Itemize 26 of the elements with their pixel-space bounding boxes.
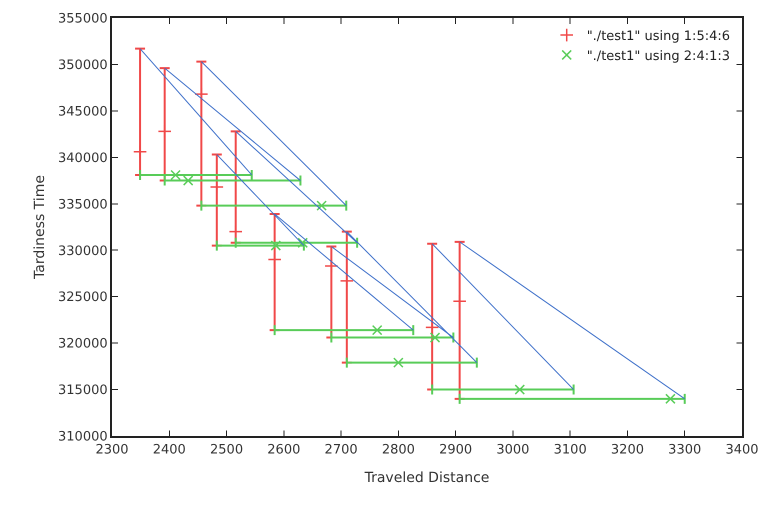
x-tick-label: 2300 (95, 442, 129, 458)
legend-label: "./test1" using 1:5:4:6 (586, 29, 730, 44)
x-tick-label: 3200 (610, 442, 644, 458)
x-tick-label: 2400 (152, 442, 186, 458)
x-tick-label: 2700 (324, 442, 358, 458)
x-tick-label: 3100 (554, 442, 587, 458)
x-tick-label: 2600 (267, 442, 300, 458)
x-tick-label: 3000 (496, 442, 530, 458)
legend-label: "./test1" using 2:4:1:3 (586, 49, 730, 64)
y-tick-label: 345000 (58, 104, 108, 120)
y-axis-title: Tardiness Time (32, 175, 48, 280)
y-tick-label: 310000 (58, 430, 108, 445)
y-tick-label: 325000 (58, 290, 108, 306)
y-tick-label: 335000 (58, 197, 108, 212)
y-tick-label: 315000 (58, 383, 108, 398)
x-axis-title: Traveled Distance (364, 470, 490, 486)
x-tick-label: 2800 (382, 442, 415, 458)
x-tick-label: 3400 (725, 442, 759, 458)
y-tick-label: 330000 (58, 244, 108, 259)
x-tick-label: 3300 (668, 442, 702, 458)
x-tick-label: 2900 (439, 442, 472, 458)
y-tick-label: 355000 (58, 12, 108, 27)
x-tick-label: 2500 (210, 442, 244, 458)
y-tick-label: 320000 (58, 336, 108, 352)
y-tick-label: 350000 (58, 58, 108, 73)
y-tick-label: 340000 (58, 150, 108, 166)
